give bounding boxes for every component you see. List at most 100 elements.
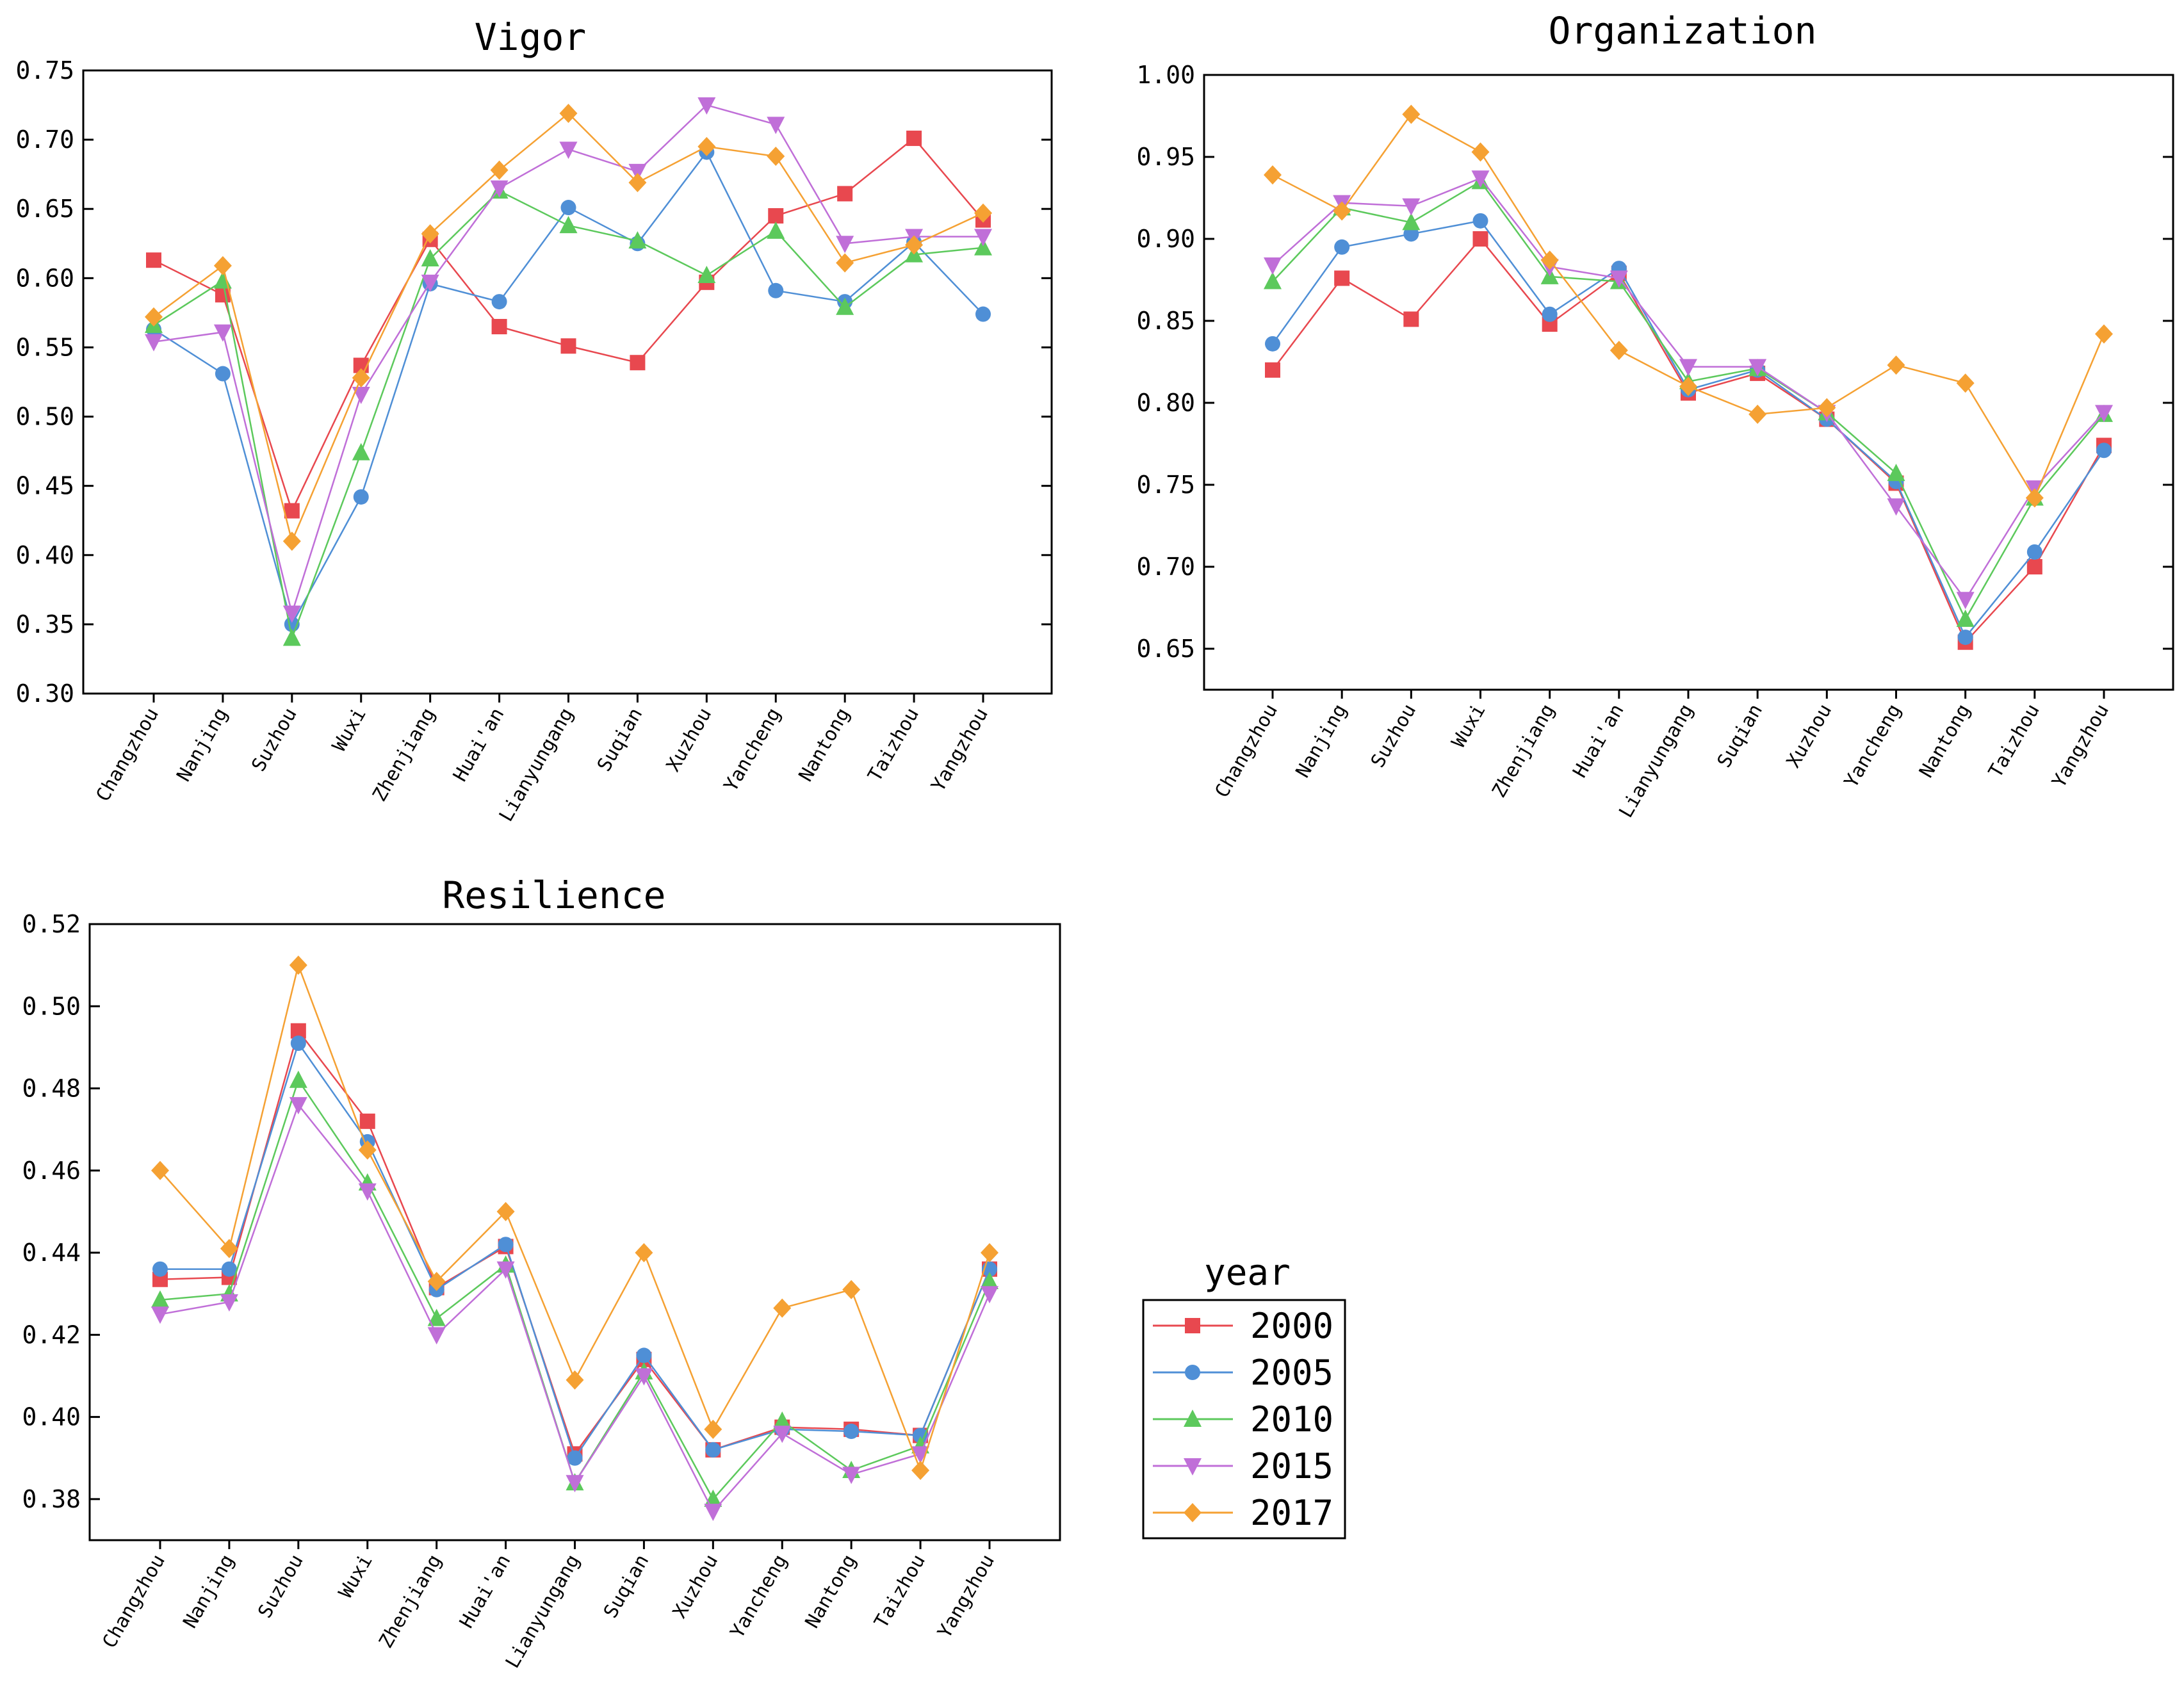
vigor-point-2015 bbox=[697, 97, 716, 115]
organization-y-tick-label: 0.95 bbox=[1136, 143, 1195, 171]
vigor-point-2000 bbox=[491, 319, 507, 335]
resilience-point-2017 bbox=[220, 1239, 238, 1258]
resilience-y-tick-label: 0.44 bbox=[22, 1239, 81, 1267]
vigor-y-tick-label: 0.50 bbox=[15, 403, 74, 431]
vigor-point-2005 bbox=[560, 200, 576, 216]
organization-point-2005 bbox=[2026, 544, 2042, 560]
resilience-point-2015 bbox=[635, 1368, 653, 1386]
resilience-y-tick-label: 0.46 bbox=[22, 1157, 81, 1185]
vigor-point-2017 bbox=[213, 256, 232, 275]
resilience-point-2005 bbox=[221, 1261, 237, 1277]
resilience-point-2017 bbox=[635, 1243, 653, 1263]
resilience-point-2010 bbox=[289, 1070, 307, 1088]
vigor-y-tick-label: 0.75 bbox=[15, 56, 74, 85]
vigor-point-2015 bbox=[974, 229, 992, 247]
vigor-point-2017 bbox=[628, 173, 647, 193]
resilience-point-2000 bbox=[359, 1113, 375, 1129]
organization-point-2000 bbox=[1403, 311, 1419, 327]
resilience-point-2017 bbox=[773, 1298, 792, 1318]
organization-point-2010 bbox=[1887, 464, 1905, 482]
organization-y-tick-label: 0.90 bbox=[1136, 225, 1195, 253]
organization-point-2015 bbox=[2095, 405, 2113, 423]
legend-marker-2010 bbox=[1184, 1410, 1202, 1427]
vigor-point-2010 bbox=[282, 628, 301, 646]
vigor-point-2000 bbox=[215, 287, 231, 303]
organization-point-2017 bbox=[1471, 142, 1490, 162]
vigor-point-2005 bbox=[491, 294, 507, 310]
vigor-point-2017 bbox=[974, 203, 992, 223]
resilience-point-2017 bbox=[842, 1280, 861, 1299]
organization-point-2005 bbox=[2096, 443, 2112, 459]
organization-point-2017 bbox=[1679, 377, 1697, 396]
organization-point-2017 bbox=[2025, 488, 2044, 508]
resilience-point-2010 bbox=[773, 1411, 792, 1429]
resilience-point-2017 bbox=[151, 1160, 169, 1180]
vigor-point-2005 bbox=[768, 282, 784, 298]
resilience-point-2010 bbox=[427, 1308, 446, 1326]
vigor-y-tick-label: 0.65 bbox=[15, 195, 74, 223]
organization-point-2005 bbox=[1334, 239, 1350, 255]
vigor-y-tick-label: 0.60 bbox=[15, 264, 74, 292]
vigor-point-2017 bbox=[767, 147, 785, 167]
legend-marker-2015 bbox=[1184, 1458, 1202, 1475]
organization-point-2010 bbox=[1264, 272, 1282, 289]
resilience-point-2015 bbox=[358, 1183, 377, 1201]
organization-point-2017 bbox=[1748, 404, 1767, 424]
legend-label-2010: 2010 bbox=[1250, 1399, 1333, 1440]
organization-point-2005 bbox=[1265, 336, 1280, 352]
organization-y-tick-label: 1.00 bbox=[1136, 61, 1195, 89]
vigor-point-2017 bbox=[145, 307, 163, 327]
organization-point-2015 bbox=[1402, 198, 1421, 216]
resilience-point-2005 bbox=[567, 1450, 583, 1466]
organization-y-tick-label: 0.65 bbox=[1136, 635, 1195, 663]
resilience-point-2017 bbox=[704, 1419, 722, 1439]
vigor-point-2017 bbox=[559, 104, 578, 124]
vigor-point-2017 bbox=[905, 235, 924, 255]
resilience-point-2015 bbox=[289, 1097, 307, 1115]
vigor-point-2017 bbox=[836, 253, 854, 273]
resilience-y-tick-label: 0.50 bbox=[22, 992, 81, 1020]
vigor-point-2005 bbox=[975, 306, 991, 322]
legend-marker-2000 bbox=[1185, 1318, 1200, 1333]
resilience-point-2015 bbox=[911, 1446, 930, 1464]
legend-label-2005: 2005 bbox=[1250, 1353, 1333, 1393]
organization-point-2000 bbox=[1334, 270, 1350, 286]
organization-point-2015 bbox=[1956, 592, 1975, 610]
resilience-point-2017 bbox=[289, 955, 307, 975]
vigor-point-2015 bbox=[490, 180, 509, 198]
organization-point-2017 bbox=[1402, 104, 1421, 124]
organization-point-2015 bbox=[1471, 170, 1490, 188]
resilience-point-2015 bbox=[704, 1504, 722, 1522]
vigor-y-tick-label: 0.40 bbox=[15, 541, 74, 569]
resilience-point-2017 bbox=[566, 1370, 584, 1390]
resilience-point-2005 bbox=[290, 1035, 306, 1051]
legend-label-2000: 2000 bbox=[1250, 1306, 1333, 1346]
organization-point-2017 bbox=[1887, 355, 1905, 375]
vigor-y-tick-label: 0.55 bbox=[15, 333, 74, 361]
vigor-point-2015 bbox=[352, 386, 370, 404]
resilience-point-2010 bbox=[981, 1271, 998, 1289]
legend-label-2017: 2017 bbox=[1250, 1493, 1333, 1533]
organization-point-2017 bbox=[1956, 373, 1975, 393]
organization-point-2005 bbox=[1472, 213, 1488, 229]
legend-marker-2017 bbox=[1184, 1503, 1202, 1522]
legend-label-2015: 2015 bbox=[1250, 1446, 1333, 1486]
vigor-point-2015 bbox=[213, 324, 232, 342]
organization-point-2017 bbox=[1609, 341, 1628, 361]
vigor-point-2000 bbox=[284, 503, 300, 519]
vigor-point-2010 bbox=[974, 238, 992, 256]
organization-point-2010 bbox=[1402, 213, 1421, 231]
organization-point-2015 bbox=[1748, 359, 1767, 377]
legend-marker-2005 bbox=[1185, 1365, 1200, 1380]
vigor-point-2010 bbox=[767, 221, 785, 239]
vigor-y-tick-label: 0.45 bbox=[15, 472, 74, 500]
organization-point-2005 bbox=[1957, 630, 1973, 646]
resilience-point-2005 bbox=[498, 1237, 514, 1253]
organization-point-2000 bbox=[1265, 362, 1280, 378]
vigor-point-2000 bbox=[837, 186, 853, 202]
organization-point-2017 bbox=[1540, 250, 1559, 270]
resilience-y-tick-label: 0.38 bbox=[22, 1485, 81, 1513]
legend-items: 2000 2005 2010 2015 2017 bbox=[1153, 1306, 1333, 1533]
vigor-y-tick-label: 0.30 bbox=[15, 679, 74, 708]
